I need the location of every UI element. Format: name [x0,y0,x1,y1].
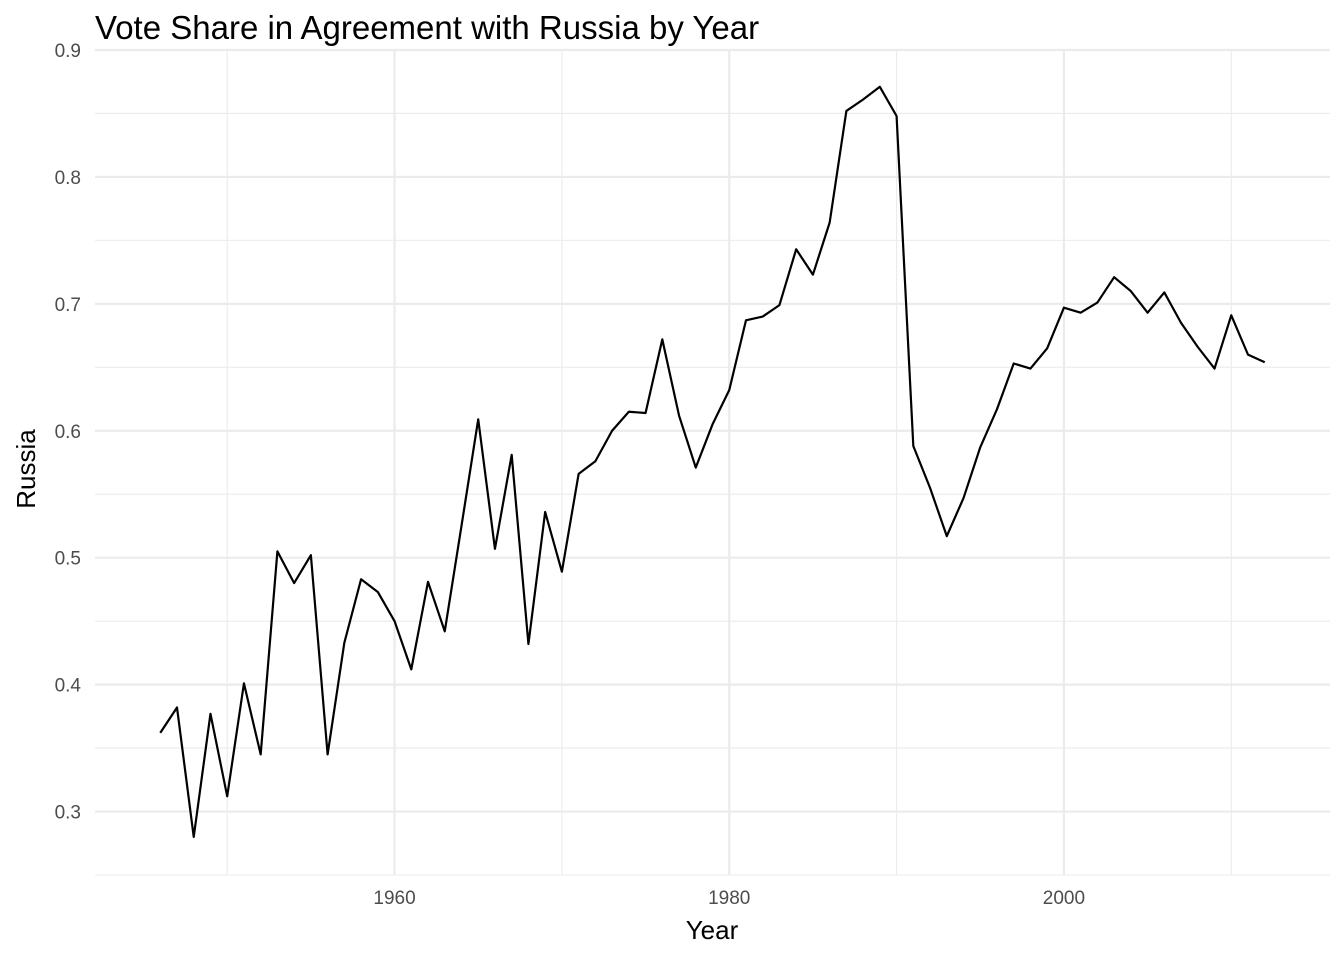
y-axis-title: Russia [11,429,41,509]
y-tick-label: 0.5 [55,549,81,570]
y-tick-label: 0.6 [55,422,81,443]
y-tick-label: 0.8 [55,168,81,189]
x-axis-title: Year [686,915,739,945]
x-axis-ticks: 1960 1980 2000 [373,888,1085,909]
x-tick-label: 1960 [373,888,415,909]
y-axis-ticks: 0.3 0.4 0.5 0.6 0.7 0.8 0.9 [55,41,82,824]
y-tick-label: 0.9 [55,41,81,62]
series-layer [159,85,1266,839]
minor-gridlines [95,50,1330,876]
series-line [159,85,1266,839]
y-tick-label: 0.7 [55,295,81,316]
major-gridlines [95,48,1330,875]
x-tick-label: 1980 [708,888,750,909]
y-tick-label: 0.4 [55,676,82,697]
chart-title: Vote Share in Agreement with Russia by Y… [95,9,759,46]
x-tick-label: 2000 [1043,888,1085,909]
y-tick-label: 0.3 [55,803,81,824]
